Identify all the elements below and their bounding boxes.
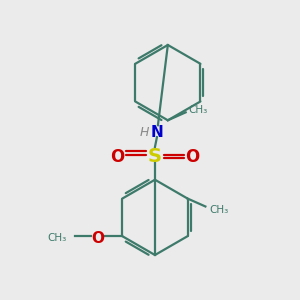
Text: CH₃: CH₃ [209,206,229,215]
Text: S: S [148,147,162,167]
Text: H: H [140,126,149,139]
Text: CH₃: CH₃ [189,105,208,116]
Text: CH₃: CH₃ [48,233,67,243]
Text: N: N [151,125,163,140]
Text: O: O [91,231,104,246]
Text: O: O [185,148,200,166]
Text: O: O [110,148,124,166]
